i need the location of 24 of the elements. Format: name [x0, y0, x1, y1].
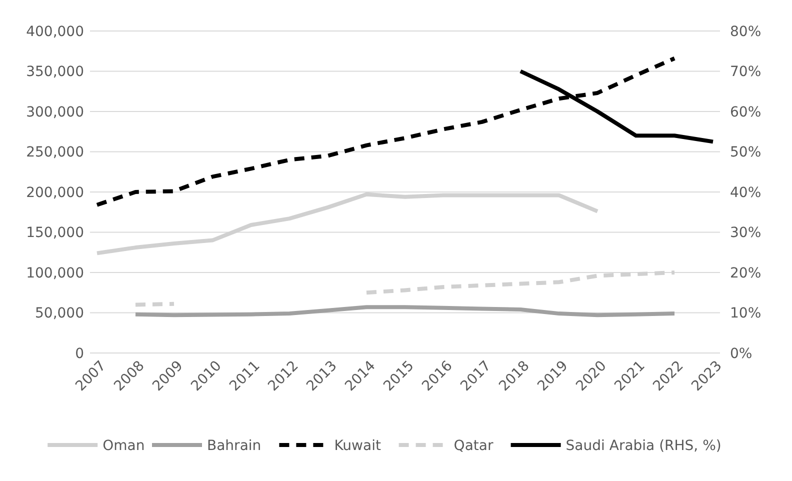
legend-label: Bahrain — [207, 438, 262, 454]
y2-tick-label: 70% — [730, 64, 762, 80]
y-tick-label: 200,000 — [26, 184, 84, 201]
y-tick-label: 350,000 — [26, 64, 84, 80]
legend-label: Saudi Arabia (RHS, %) — [566, 438, 722, 454]
legend-label: Qatar — [454, 438, 494, 454]
y2-tick-label: 50% — [730, 144, 762, 161]
y-tick-label: 150,000 — [26, 225, 84, 242]
y-tick-label: 100,000 — [26, 265, 84, 282]
y-tick-label: 0 — [75, 346, 84, 362]
y-tick-label: 250,000 — [26, 144, 84, 161]
line-series — [134, 305, 676, 318]
y2-tick-label: 10% — [730, 306, 762, 322]
y-tick-label: 50,000 — [35, 306, 84, 322]
y2-tick-label: 30% — [730, 225, 762, 242]
legend-label: Kuwait — [334, 438, 382, 454]
y2-tick-label: 0% — [730, 346, 752, 362]
y2-tick-label: 80% — [730, 24, 762, 40]
y-tick-label: 300,000 — [26, 104, 84, 120]
y2-tick-label: 20% — [730, 265, 762, 282]
y-tick-label: 400,000 — [26, 24, 84, 40]
legend-label: Oman — [102, 438, 145, 454]
y2-tick-label: 40% — [730, 184, 762, 201]
y2-tick-label: 60% — [730, 104, 762, 120]
